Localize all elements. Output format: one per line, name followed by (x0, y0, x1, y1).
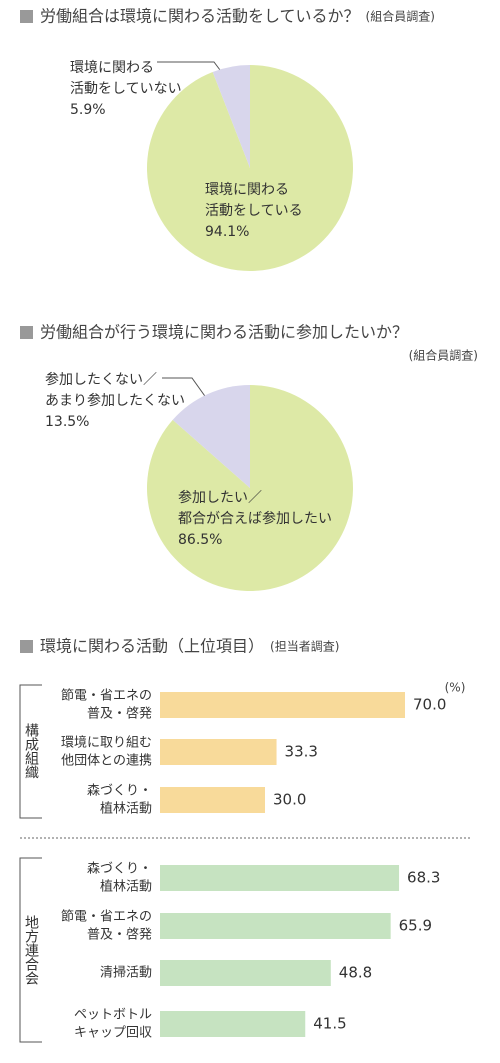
chart-title: 労働組合は環境に関わる活動をしているか？ (40, 7, 360, 26)
bar (160, 960, 331, 986)
bar (160, 739, 277, 765)
bar (160, 1011, 306, 1037)
pie-slice (172, 385, 250, 488)
group-label: 構成組織 (23, 723, 39, 780)
chart-title: 環境に関わる活動（上位項目） (40, 637, 264, 656)
slice-label: 活動をしていない (70, 81, 182, 97)
category-label: キャップ回収 (74, 1026, 152, 1041)
chart-subtitle: (担当者調査) (270, 640, 339, 654)
slice-value-label: 86.5% (178, 532, 222, 548)
group-bracket (19, 857, 42, 1043)
group-bracket (19, 684, 42, 819)
slice-label: あまり参加したくない (45, 392, 185, 409)
category-label: 森づくり・ (87, 784, 152, 799)
unit-label: (%) (445, 681, 466, 695)
category-label: 節電・省エネの (61, 689, 152, 704)
slice-value-label: 5.9% (70, 102, 106, 118)
category-label: 普及・啓発 (87, 707, 152, 722)
category-label: ペットボトル (74, 1008, 152, 1023)
bar-value-label: 48.8 (339, 964, 372, 982)
slice-label: 活動をしている (205, 203, 303, 219)
bar-value-label: 41.5 (313, 1015, 346, 1033)
slice-label: 都合が合えば参加したい (178, 510, 332, 527)
title-marker (20, 640, 33, 653)
category-label: 清掃活動 (100, 965, 152, 981)
pie-slice (212, 65, 250, 168)
bar-value-label: 33.3 (285, 743, 318, 761)
category-label: 他団体との連携 (61, 753, 152, 769)
category-label: 普及・啓発 (87, 928, 152, 943)
category-label: 植林活動 (100, 880, 152, 895)
group-label: 地方連合会 (23, 915, 39, 985)
category-label: 節電・省エネの (61, 910, 152, 925)
pie-slice (147, 385, 354, 591)
slice-value-label: 94.1% (205, 224, 249, 240)
slice-label: 参加したい／ (178, 489, 262, 506)
slice-label: 環境に関わる (205, 182, 289, 198)
title-marker (20, 326, 33, 339)
chart-subtitle: (組合員調査) (409, 348, 478, 363)
bar (160, 787, 265, 813)
slice-label: 参加したくない／ (45, 371, 157, 388)
chart-subtitle: (組合員調査) (366, 9, 435, 24)
bar-value-label: 30.0 (273, 791, 306, 809)
category-label: 植林活動 (100, 802, 152, 817)
bar-value-label: 65.9 (399, 917, 432, 935)
bar-value-label: 70.0 (413, 696, 446, 714)
title-marker (20, 10, 33, 23)
slice-label: 環境に関わる (70, 60, 154, 76)
slice-value-label: 13.5% (45, 414, 89, 430)
bar (160, 692, 405, 718)
bar (160, 865, 400, 891)
category-label: 環境に取り組む (61, 736, 152, 751)
chart-title: 労働組合が行う環境に関わる活動に参加したいか？ (40, 323, 408, 342)
bar (160, 913, 391, 939)
category-label: 森づくり・ (87, 862, 152, 877)
bar-value-label: 68.3 (407, 869, 440, 887)
